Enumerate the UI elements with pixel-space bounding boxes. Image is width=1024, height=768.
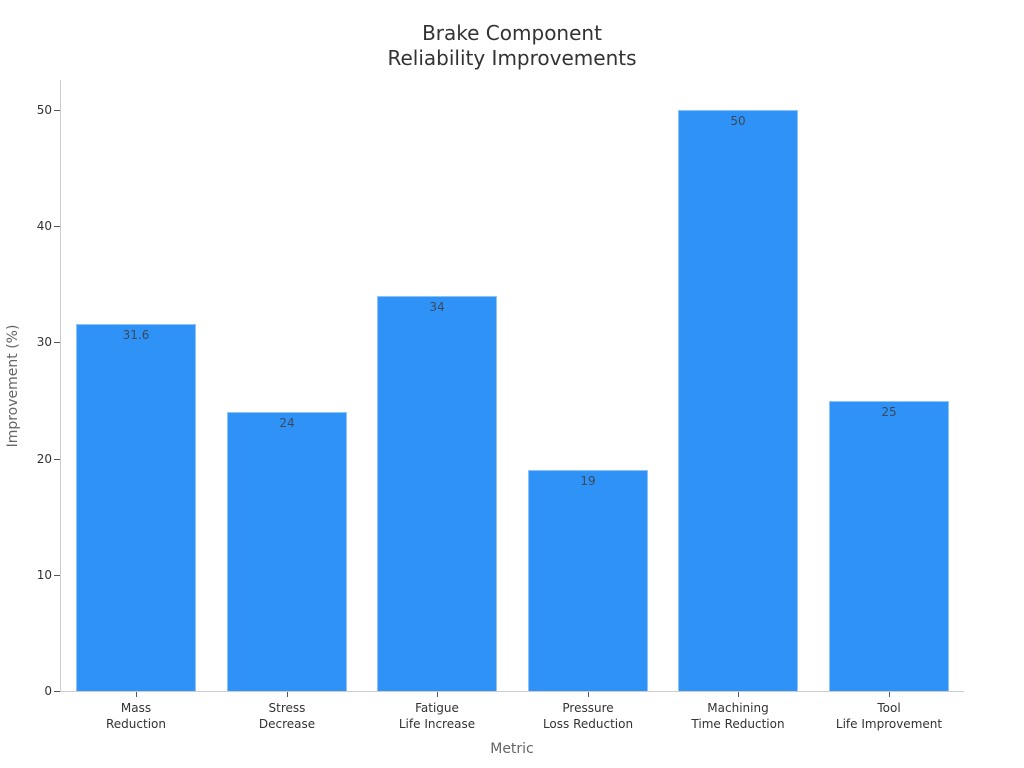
bar [227,412,347,691]
x-tick-label-line-1: Stress [268,701,306,715]
y-tick-label: 30 [36,335,52,350]
x-tick-label: Stress Decrease [207,700,367,732]
y-axis-line [60,80,61,692]
x-tick-label: Machining Time Reduction [658,700,818,732]
x-tick-label: Pressure Loss Reduction [508,700,668,732]
x-tick-mark [588,692,589,697]
bar-value-label: 24 [279,416,295,431]
x-tick-mark [889,692,890,697]
y-tick-mark [54,342,60,344]
chart-title-line-1: Brake Component [422,21,602,45]
y-tick-label: 50 [36,103,52,117]
y-tick-label: 40 [36,219,52,234]
y-tick-mark [54,691,60,692]
chart-title-line-2: Reliability Improvements [387,46,637,70]
x-tick-label-line-2: Reduction [106,717,166,731]
x-tick-mark [437,692,438,697]
x-tick-label-line-2: Decrease [258,717,316,731]
x-tick-mark [136,692,137,697]
x-tick-mark [738,692,739,697]
x-tick-label-line-2: Life Increase [398,717,476,731]
bar [76,323,196,691]
x-tick-label-line-1: Pressure [562,701,614,715]
x-tick-label: Fatigue Life Increase [357,700,517,732]
x-axis-line [60,691,964,692]
y-tick-mark [54,110,60,111]
y-tick-mark [54,458,60,460]
x-tick-label-line-2: Loss Reduction [542,717,634,731]
bar [678,110,798,691]
x-tick-mark [287,692,288,697]
x-tick-label: Tool Life Improvement [809,700,969,732]
x-axis-label: Metric [490,741,534,757]
bar [829,400,949,691]
bar-value-label: 34 [429,299,445,314]
y-tick-label: 0 [44,684,52,698]
x-tick-label-line-1: Fatigue [415,701,459,715]
y-tick-label: 10 [36,567,52,582]
y-tick-mark [54,226,60,228]
x-tick-label-line-2: Life Improvement [835,717,943,731]
bar-value-label: 50 [730,114,746,128]
bar [528,470,648,691]
x-tick-label-line-1: Machining [707,701,769,715]
bar-value-label: 31.6 [122,327,150,342]
x-tick-label-line-1: Mass [120,701,152,715]
bar-value-label: 25 [881,404,897,419]
y-tick-label: 20 [36,451,52,466]
y-tick-mark [54,574,60,576]
x-tick-label-line-1: Tool [877,701,901,715]
bar-value-label: 19 [580,474,596,489]
x-tick-label: Mass Reduction [56,700,216,732]
x-tick-label-line-2: Time Reduction [691,717,785,731]
bar [377,295,497,691]
